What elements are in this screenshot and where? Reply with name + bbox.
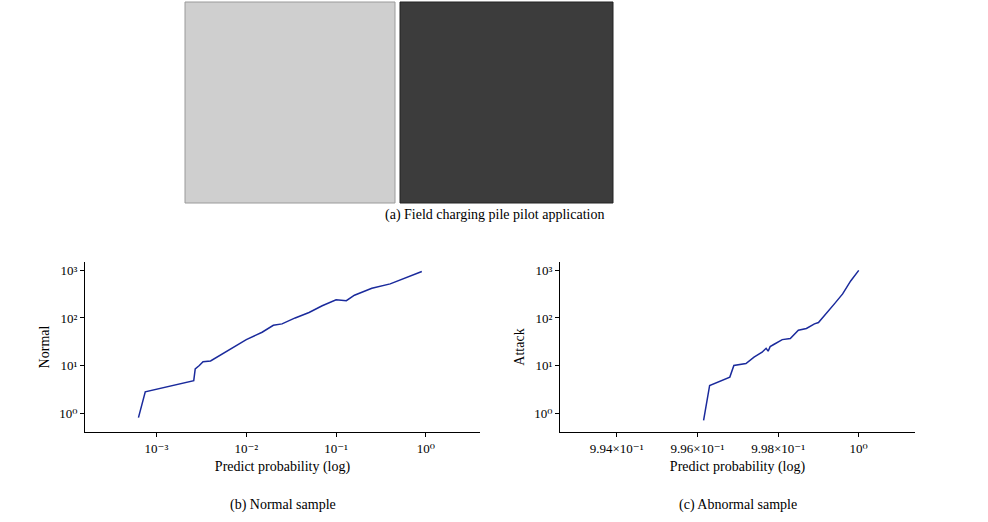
svg-text:10¹: 10¹: [60, 358, 77, 373]
svg-text:10⁻¹: 10⁻¹: [324, 441, 348, 456]
svg-text:Normal: Normal: [37, 326, 52, 369]
svg-text:10²: 10²: [60, 310, 77, 325]
svg-text:10³: 10³: [535, 263, 552, 278]
svg-text:(b) Normal sample: (b) Normal sample: [230, 497, 336, 513]
svg-text:(a) Field charging pile pilot: (a) Field charging pile pilot applicatio…: [385, 207, 604, 223]
svg-text:10⁻³: 10⁻³: [145, 441, 169, 456]
svg-text:10⁰: 10⁰: [534, 406, 552, 421]
svg-text:Predict probability (log): Predict probability (log): [670, 459, 806, 475]
svg-text:(c) Abnormal sample: (c) Abnormal sample: [679, 497, 797, 513]
svg-text:10⁰: 10⁰: [850, 441, 868, 456]
svg-text:10⁰: 10⁰: [59, 406, 77, 421]
svg-text:10³: 10³: [60, 263, 77, 278]
svg-text:Predict probability (log): Predict probability (log): [215, 459, 351, 475]
svg-text:10⁰: 10⁰: [417, 441, 435, 456]
svg-text:9.98×10⁻¹: 9.98×10⁻¹: [751, 441, 805, 456]
svg-text:9.94×10⁻¹: 9.94×10⁻¹: [590, 441, 644, 456]
svg-text:10¹: 10¹: [535, 358, 552, 373]
svg-text:10²: 10²: [535, 310, 552, 325]
svg-text:9.96×10⁻¹: 9.96×10⁻¹: [671, 441, 725, 456]
svg-text:10⁻²: 10⁻²: [234, 441, 258, 456]
svg-text:Attack: Attack: [512, 328, 527, 365]
